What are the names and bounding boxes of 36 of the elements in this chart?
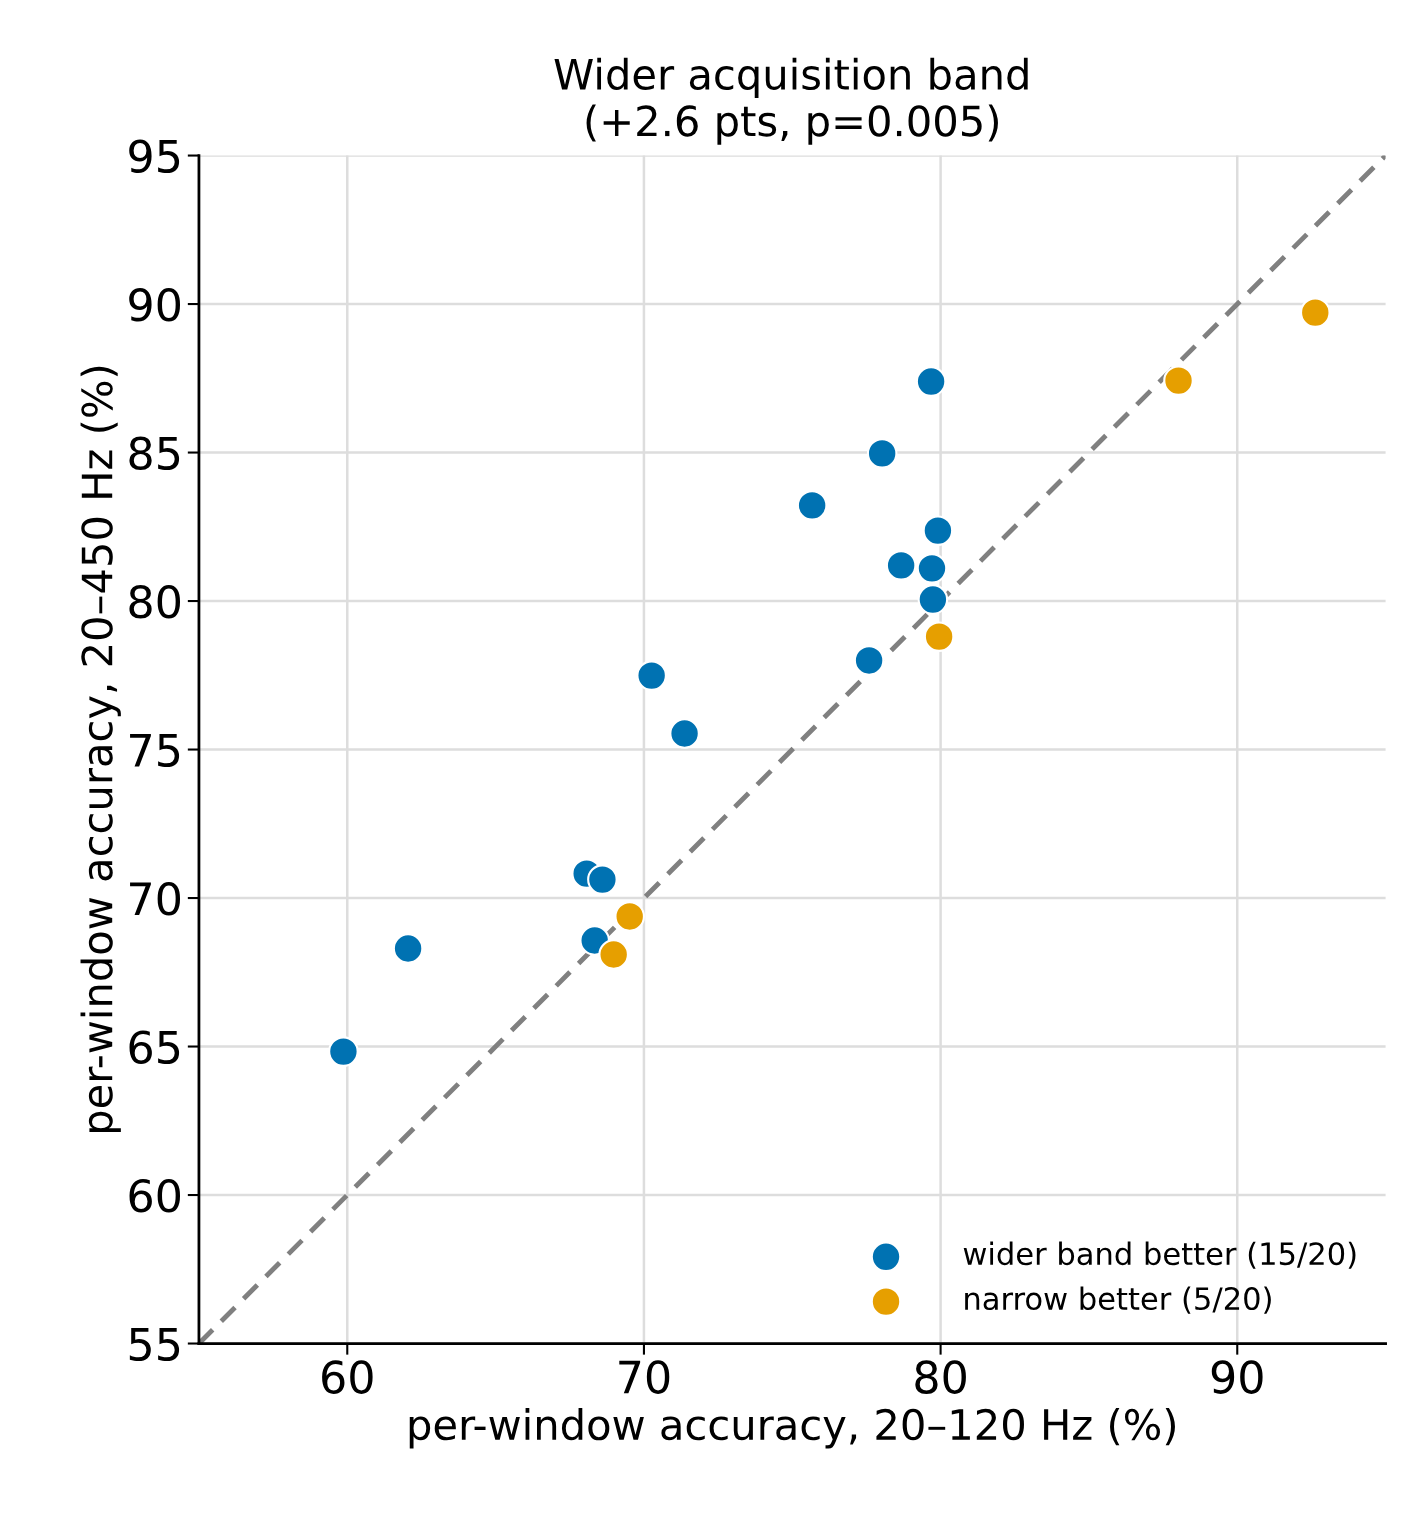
point [923,621,955,652]
y-tick-label: 75 [130,734,180,768]
point [916,553,948,584]
point [885,550,917,581]
legend-label: wider band better (15/20) [963,1241,1356,1269]
point [1300,297,1331,328]
point [614,901,645,932]
y-tick-label: 55 [129,1328,180,1362]
x-tick-label: 60 [322,1360,373,1394]
point [598,939,629,970]
y-tick-label: 95 [129,139,180,174]
y-tick-label: 70 [130,881,181,916]
point [796,490,828,521]
y-tick-label: 65 [129,1030,180,1065]
y-axis-title: per-window accuracy, 20–450 Hz (%) [80,366,121,1133]
x-tick-label: 80 [915,1360,966,1394]
x-axis-title: per-window accuracy, 20–120 Hz (%) [409,1408,1175,1449]
y-tick-label: 90 [129,287,181,322]
y-tick-label: 80 [129,584,181,619]
point [669,718,700,749]
legend-label: narrow better (5/20) [965,1286,1271,1314]
chart-title: Wider acquisition band (+2.6 pts, p=0.005) [554,57,1028,145]
point [328,1036,359,1067]
x-tick-label: 70 [619,1360,670,1394]
point [1163,365,1194,396]
point [866,438,898,469]
point [853,645,885,676]
point [915,366,947,397]
point [392,933,424,964]
point [922,515,954,546]
x-tick-label: 90 [1211,1360,1263,1394]
y-tick-label: 85 [129,436,180,471]
point [917,584,949,615]
y-tick-label: 60 [129,1178,181,1213]
point [636,660,667,691]
point [587,864,618,895]
